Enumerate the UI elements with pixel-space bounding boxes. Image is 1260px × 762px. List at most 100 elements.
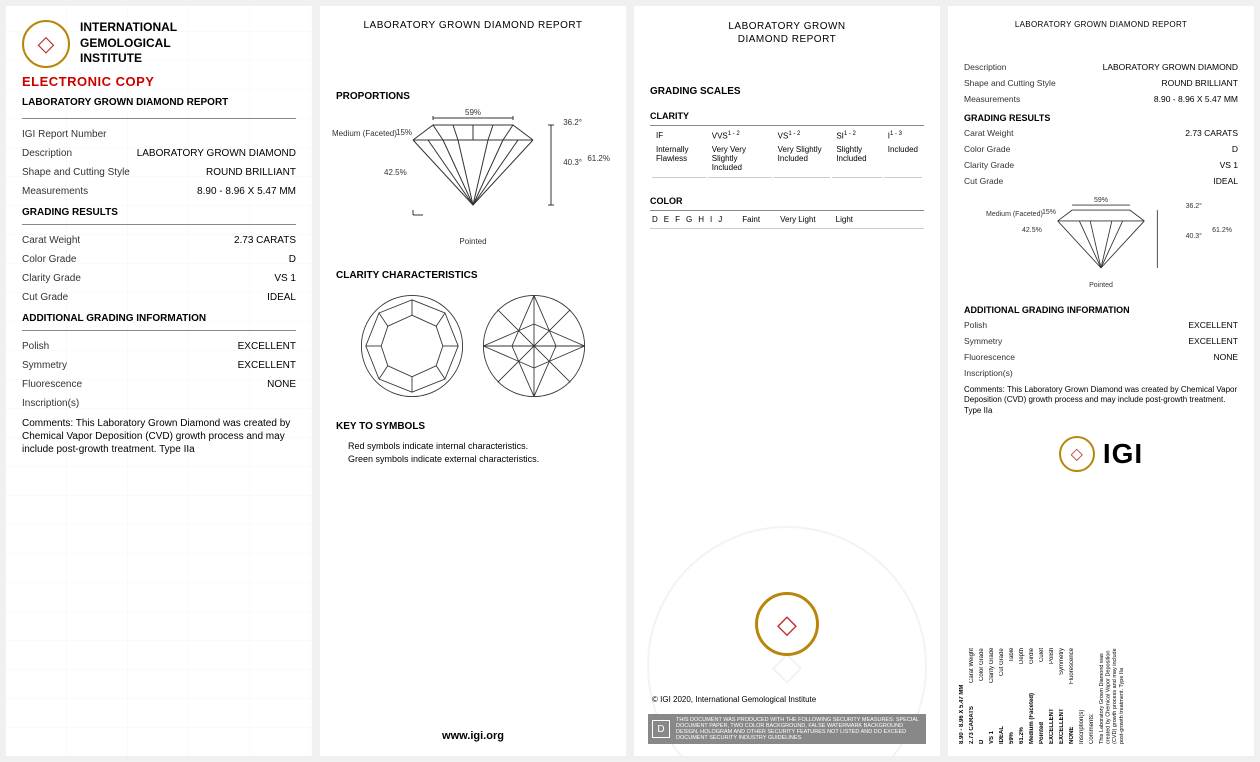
field-value: 2.73 CARATS — [1185, 128, 1238, 138]
proportion-label: 36.2° — [1186, 203, 1202, 210]
field-row: Color Grade D — [22, 250, 296, 269]
vcol: DColor Grade — [978, 646, 986, 746]
field-row: Description LABORATORY GROWN DIAMOND — [22, 144, 296, 163]
vcol: Inscription(s) — [1078, 646, 1086, 746]
comments-text: Comments: This Laboratory Grown Diamond … — [22, 417, 296, 456]
vcol: 8.90 - 8.96 X 5.47 MM — [958, 646, 966, 746]
color-grade: H — [698, 215, 704, 224]
section-title: GRADING SCALES — [650, 86, 924, 97]
header: INTERNATIONAL GEMOLOGICAL INSTITUTE — [22, 20, 296, 68]
field-label: Clarity Grade — [964, 160, 1014, 170]
field-row: Measurements 8.90 - 8.96 X 5.47 MM — [22, 182, 296, 201]
field-value: 8.90 - 8.96 X 5.47 MM — [1154, 94, 1238, 104]
field-row: Symmetry EXCELLENT — [22, 356, 296, 375]
field-value: VS 1 — [274, 273, 296, 284]
vcomments: This Laboratory Grown Diamond was create… — [1098, 646, 1126, 746]
scale-header: VVS1 - 2 — [708, 128, 772, 142]
igi-brand-text: IGI — [1103, 438, 1143, 470]
section-title: PROPORTIONS — [336, 91, 610, 102]
color-range: Faint — [742, 215, 760, 224]
scale-header: IF — [652, 128, 706, 142]
proportion-label: 59% — [465, 108, 481, 117]
color-grade: J — [718, 215, 722, 224]
report-panel-summary: LABORATORY GROWN DIAMOND REPORT Descript… — [948, 6, 1254, 756]
proportion-label: 15% — [1042, 209, 1056, 216]
proportion-label: 42.5% — [1022, 227, 1042, 234]
divider — [22, 224, 296, 225]
field-label: Shape and Cutting Style — [964, 78, 1056, 88]
proportion-label: 61.2% — [1212, 227, 1232, 234]
institute-name: INTERNATIONAL GEMOLOGICAL INSTITUTE — [80, 20, 177, 67]
field-value: IDEAL — [1213, 176, 1238, 186]
igi-logo-icon — [22, 20, 70, 68]
field-row: Carat Weight2.73 CARATS — [964, 125, 1238, 141]
field-row: Color GradeD — [964, 141, 1238, 157]
field-label: Description — [964, 62, 1007, 72]
proportions-diagram: 59% 36.2° 15% 40.3° 42.5% 61.2% Medium (… — [336, 110, 610, 240]
color-grade: E — [664, 215, 669, 224]
panel-title: LABORATORY GROWN DIAMOND REPORT — [336, 20, 610, 31]
field-label: Measurements — [964, 94, 1020, 104]
electronic-copy-label: ELECTRONIC COPY — [22, 74, 296, 89]
diamond-top-view-icon — [357, 291, 467, 401]
vertical-summary-block: 8.90 - 8.96 X 5.47 MM 2.73 CARATSCarat W… — [958, 646, 1244, 746]
field-row: Shape and Cutting StyleROUND BRILLIANT — [964, 75, 1238, 91]
proportion-label: Medium (Faceted) — [332, 130, 397, 139]
proportion-label: 40.3° — [1186, 233, 1202, 240]
panel-title: LABORATORY GROWN DIAMOND REPORT — [650, 20, 924, 46]
diamond-bottom-view-icon — [479, 291, 589, 401]
vcol: IDEALCut Grade — [998, 646, 1006, 746]
field-label: Inscription(s) — [22, 398, 79, 409]
proportion-label: 61.2% — [587, 154, 610, 163]
clarity-scale-table: IF VVS1 - 2 VS1 - 2 SI1 - 2 I1 - 3 Inter… — [650, 125, 924, 180]
field-label: IGI Report Number — [22, 129, 106, 140]
color-scale-row: D E F G H I J Faint Very Light Light — [650, 210, 924, 229]
website-url: www.igi.org — [320, 730, 626, 742]
field-value: NONE — [267, 379, 296, 390]
vcol: Medium (Faceted)Girdle — [1028, 646, 1036, 746]
field-row: Measurements 8.90 - 8.96 X 5.47 MM — [964, 91, 1238, 107]
field-row: SymmetryEXCELLENT — [964, 333, 1238, 349]
field-value: EXCELLENT — [1188, 320, 1238, 330]
vcol: 61.2%Depth — [1018, 646, 1026, 746]
vcol: 59%Table — [1008, 646, 1016, 746]
title-line: LABORATORY GROWN — [650, 20, 924, 33]
scale-desc: Very Slightly Included — [774, 144, 831, 178]
section-title: CLARITY CHARACTERISTICS — [336, 270, 610, 281]
scale-desc: Slightly Included — [832, 144, 881, 178]
field-label: Color Grade — [22, 254, 76, 265]
scale-desc: Internally Flawless — [652, 144, 706, 178]
proportion-label: 36.2° — [563, 118, 582, 127]
institute-line: GEMOLOGICAL — [80, 36, 177, 52]
field-row: Cut Grade IDEAL — [22, 288, 296, 307]
copyright-text: © IGI 2020, International Gemological In… — [652, 695, 816, 704]
field-value: EXCELLENT — [1188, 336, 1238, 346]
scale-header: SI1 - 2 — [832, 128, 881, 142]
key-line: Green symbols indicate external characte… — [348, 453, 610, 466]
field-value: IDEAL — [267, 292, 296, 303]
igi-seal-icon — [755, 592, 819, 656]
scale-desc: Very Very Slightly Included — [708, 144, 772, 178]
field-row: Inscription(s) — [22, 394, 296, 413]
comments-text: Comments: This Laboratory Grown Diamond … — [964, 385, 1238, 416]
field-row: Inscription(s) — [964, 365, 1238, 381]
divider — [22, 118, 296, 119]
section-title: KEY TO SYMBOLS — [336, 421, 610, 432]
proportion-label: Medium (Faceted) — [986, 211, 1043, 219]
report-panel-proportions: LABORATORY GROWN DIAMOND REPORT PROPORTI… — [320, 6, 626, 756]
color-grade: I — [710, 215, 712, 224]
security-text: THIS DOCUMENT WAS PRODUCED WITH THE FOLL… — [676, 717, 922, 741]
key-line: Red symbols indicate internal characteri… — [348, 440, 610, 453]
field-row: Clarity GradeVS 1 — [964, 157, 1238, 173]
divider — [22, 330, 296, 331]
vcol: PointedCulet — [1038, 646, 1046, 746]
field-label: Inscription(s) — [964, 368, 1013, 378]
clarity-diagrams — [336, 291, 610, 401]
igi-brand: ◇ IGI — [964, 436, 1238, 472]
table-row: Internally Flawless Very Very Slightly I… — [652, 144, 922, 178]
vcol: Comments: — [1088, 646, 1096, 746]
table-row: IF VVS1 - 2 VS1 - 2 SI1 - 2 I1 - 3 — [652, 128, 922, 142]
field-row: IGI Report Number — [22, 125, 296, 144]
institute-line: INSTITUTE — [80, 51, 177, 67]
security-notice: D THIS DOCUMENT WAS PRODUCED WITH THE FO… — [648, 714, 926, 744]
